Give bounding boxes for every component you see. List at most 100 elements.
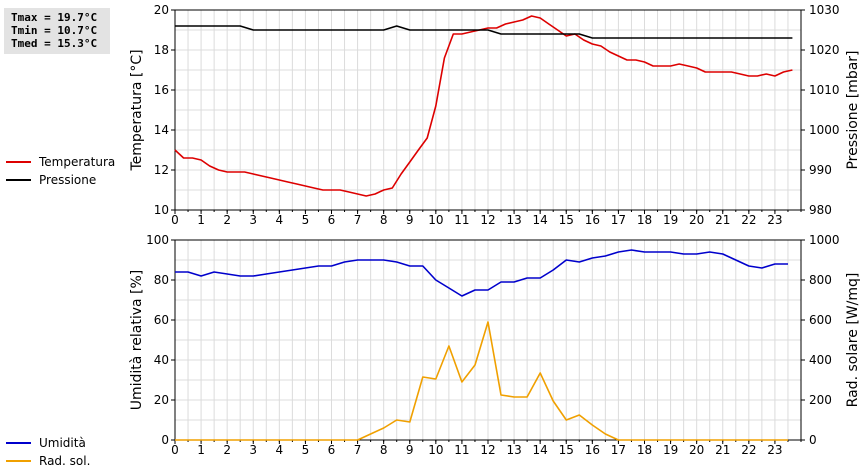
y-left-tick-label: 0 xyxy=(161,433,169,447)
x-tick-label: 7 xyxy=(354,213,362,227)
grid xyxy=(174,9,802,211)
x-tick-label: 13 xyxy=(506,443,521,457)
y-left-tick-label: 20 xyxy=(154,3,169,17)
x-tick-label: 19 xyxy=(663,213,678,227)
chart-canvas: 0 1 2 3 4 5 6 7 8 9 10 11 12 13 14 15 16 17 18 19 20 21 22 2310… xyxy=(129,3,860,457)
x-tick-label: 2 xyxy=(223,213,231,227)
y-right-axis-label: Pressione [mbar] xyxy=(845,50,860,169)
tmax-text: Tmax = 19.7°C xyxy=(11,11,98,24)
x-tick-label: 8 xyxy=(380,213,388,227)
x-tick-label: 21 xyxy=(715,443,730,457)
x-tick-label: 0 xyxy=(171,443,179,457)
y-left-tick-label: 20 xyxy=(154,393,169,407)
x-tick-label: 18 xyxy=(637,443,652,457)
series-line-pressione xyxy=(175,25,793,39)
legend-swatch-temperatura xyxy=(6,161,31,163)
x-tick-label: 6 xyxy=(328,443,336,457)
x-tick-label: 11 xyxy=(454,213,469,227)
x-tick-label: 13 xyxy=(506,213,521,227)
legend-item-umidita: Umidità xyxy=(6,434,90,452)
y-right-tick-label: 1030 xyxy=(809,3,840,17)
y-right-axis-label: Rad. solare [W/mq] xyxy=(845,273,860,408)
y-right-tick-label: 600 xyxy=(809,313,832,327)
x-tick-label: 5 xyxy=(302,443,310,457)
y-left-tick-label: 12 xyxy=(154,163,169,177)
x-tick-label: 4 xyxy=(276,443,284,457)
legend-swatch-rad-sol xyxy=(6,460,31,462)
y-right-tick-label: 1000 xyxy=(809,233,840,247)
y-left-tick-label: 14 xyxy=(154,123,169,137)
chart-panel-2: 0 1 2 3 4 5 6 7 8 9 10 11 12 13 14 15 16 17 18 19 20 21 22 2302… xyxy=(129,233,860,457)
x-tick-label: 14 xyxy=(533,213,548,227)
x-tick-label: 3 xyxy=(249,213,257,227)
x-tick-label: 18 xyxy=(637,213,652,227)
x-tick-label: 5 xyxy=(302,213,310,227)
x-tick-label: 7 xyxy=(354,443,362,457)
x-tick-label: 10 xyxy=(428,213,443,227)
x-tick-label: 17 xyxy=(611,443,626,457)
tmin-text: Tmin = 10.7°C xyxy=(11,24,98,37)
y-left-tick-label: 18 xyxy=(154,43,169,57)
series-line-umidit xyxy=(175,249,788,297)
y-left-tick-label: 16 xyxy=(154,83,169,97)
x-tick-label: 23 xyxy=(767,443,782,457)
x-tick-label: 23 xyxy=(767,213,782,227)
x-tick-label: 14 xyxy=(533,443,548,457)
y-right-tick-label: 800 xyxy=(809,273,832,287)
y-left-tick-label: 100 xyxy=(146,233,169,247)
y-right-tick-label: 980 xyxy=(809,203,832,217)
x-tick-label: 1 xyxy=(197,213,205,227)
y-left-axis-label: Umidità relativa [%] xyxy=(129,270,145,411)
x-tick-label: 15 xyxy=(559,443,574,457)
legend-label-temperatura: Temperatura xyxy=(39,155,116,169)
y-right-tick-label: 990 xyxy=(809,163,832,177)
legend-label-umidita: Umidità xyxy=(39,436,86,450)
x-tick-label: 20 xyxy=(689,213,704,227)
legend-top: Temperatura Pressione xyxy=(6,153,115,189)
x-tick-label: 16 xyxy=(585,213,600,227)
x-tick-label: 20 xyxy=(689,443,704,457)
x-tick-label: 9 xyxy=(406,443,414,457)
y-left-axis-label: Temperatura [°C] xyxy=(129,49,145,171)
legend-item-pressione: Pressione xyxy=(6,171,115,189)
legend-item-temperatura: Temperatura xyxy=(6,153,115,171)
x-tick-label: 22 xyxy=(741,443,756,457)
y-right-tick-label: 1000 xyxy=(809,123,840,137)
x-tick-label: 12 xyxy=(480,443,495,457)
x-tick-label: 15 xyxy=(559,213,574,227)
x-tick-label: 4 xyxy=(276,213,284,227)
x-tick-label: 1 xyxy=(197,443,205,457)
x-tick-label: 22 xyxy=(741,213,756,227)
y-right-tick-label: 400 xyxy=(809,353,832,367)
grid xyxy=(174,239,802,441)
x-tick-label: 17 xyxy=(611,213,626,227)
series-line-rad-sol xyxy=(175,321,788,441)
x-tick-label: 2 xyxy=(223,443,231,457)
x-tick-label: 0 xyxy=(171,213,179,227)
legend-swatch-umidita xyxy=(6,442,31,444)
legend-swatch-pressione xyxy=(6,179,31,181)
x-tick-label: 19 xyxy=(663,443,678,457)
x-tick-label: 10 xyxy=(428,443,443,457)
legend-label-pressione: Pressione xyxy=(39,173,97,187)
x-tick-label: 3 xyxy=(249,443,257,457)
x-tick-label: 9 xyxy=(406,213,414,227)
y-right-tick-label: 1020 xyxy=(809,43,840,57)
x-tick-label: 16 xyxy=(585,443,600,457)
x-tick-label: 11 xyxy=(454,443,469,457)
y-right-tick-label: 200 xyxy=(809,393,832,407)
series-line-temperatura xyxy=(174,15,793,197)
y-right-tick-label: 0 xyxy=(809,433,817,447)
x-tick-label: 8 xyxy=(380,443,388,457)
y-right-tick-label: 1010 xyxy=(809,83,840,97)
x-tick-label: 12 xyxy=(480,213,495,227)
y-left-tick-label: 60 xyxy=(154,313,169,327)
y-left-tick-label: 80 xyxy=(154,273,169,287)
y-left-tick-label: 40 xyxy=(154,353,169,367)
chart-panel-1: 0 1 2 3 4 5 6 7 8 9 10 11 12 13 14 15 16 17 18 19 20 21 22 2310… xyxy=(129,3,860,227)
stats-box: Tmax = 19.7°C Tmin = 10.7°C Tmed = 15.3°… xyxy=(4,8,110,54)
x-tick-label: 6 xyxy=(328,213,336,227)
y-left-tick-label: 10 xyxy=(154,203,169,217)
x-tick-label: 21 xyxy=(715,213,730,227)
tmed-text: Tmed = 15.3°C xyxy=(11,37,98,50)
